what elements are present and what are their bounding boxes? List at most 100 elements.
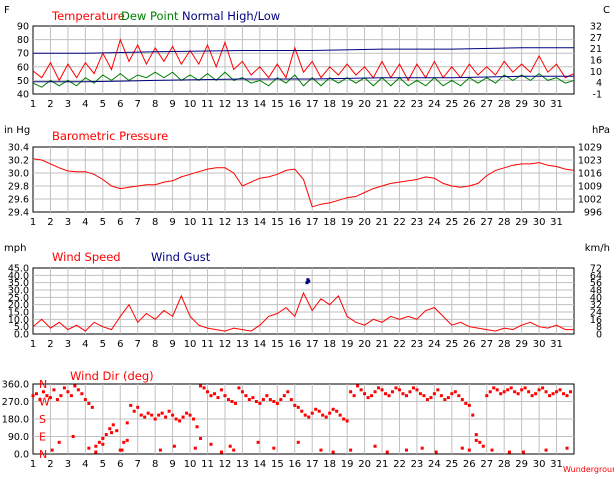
x-tick-label: 9 xyxy=(169,99,175,110)
x-tick-label: 29 xyxy=(515,339,528,350)
x-tick-label: 13 xyxy=(236,339,249,350)
wind-dir-point xyxy=(488,390,492,394)
wind-dir-point xyxy=(335,409,339,413)
x-tick-label: 13 xyxy=(236,459,249,470)
y-tick-label: 35.0 xyxy=(8,278,29,289)
x-tick-label: 16 xyxy=(288,99,301,110)
wind-dir-point xyxy=(34,392,38,396)
legend-entry: Normal High/Low xyxy=(182,9,280,23)
wind-dir-point xyxy=(57,440,61,444)
wind-dir-point xyxy=(41,390,45,394)
wind-dir-point xyxy=(565,446,569,450)
x-tick-label: 20 xyxy=(358,99,371,110)
wind-dir-point xyxy=(300,409,304,413)
x-tick-label: 25 xyxy=(445,459,458,470)
wind-dir-point xyxy=(349,448,353,452)
legend-entry: Wind Speed xyxy=(52,250,121,264)
x-tick-label: 23 xyxy=(411,339,424,350)
wind-dir-point xyxy=(537,388,541,392)
x-tick-label: 3 xyxy=(65,459,71,470)
x-tick-label: 1 xyxy=(30,459,36,470)
wind-dir-point xyxy=(199,384,203,388)
wind-dir-point xyxy=(146,411,150,415)
y-right-tick-label: -1 xyxy=(593,90,602,101)
x-tick-label: 19 xyxy=(341,217,354,228)
y-right-tick-label: 16 xyxy=(590,315,602,326)
wind-dir-point xyxy=(457,394,461,398)
x-tick-label: 30 xyxy=(533,459,546,470)
wind-dir-point xyxy=(317,409,321,413)
x-tick-label: 25 xyxy=(445,339,458,350)
y-tick-label: 25.0 xyxy=(8,293,29,304)
x-tick-label: 5 xyxy=(100,459,106,470)
wind-dir-point xyxy=(558,388,562,392)
wind-gust-point xyxy=(307,279,311,283)
wind-dir-point xyxy=(50,448,54,452)
y-right-tick-label: 24 xyxy=(590,308,602,319)
x-tick-label: 28 xyxy=(498,217,511,228)
wind-dir-point xyxy=(111,423,115,427)
x-tick-label: 22 xyxy=(393,459,406,470)
dew-point-line xyxy=(32,71,575,88)
x-tick-label: 16 xyxy=(288,459,301,470)
y-tick-label: 90 xyxy=(17,22,29,33)
wind-dir-point xyxy=(541,386,545,390)
wind-dir-point xyxy=(296,405,300,409)
wind-dir-point xyxy=(272,446,276,450)
y-right-tick-label: 32 xyxy=(590,22,602,33)
wind-dir-point xyxy=(321,413,325,417)
wind-dir-point xyxy=(66,390,70,394)
left-unit-label: in Hg xyxy=(4,125,30,136)
wind-dir-point xyxy=(467,403,471,407)
x-tick-label: 30 xyxy=(533,99,546,110)
x-tick-label: 31 xyxy=(550,339,563,350)
plot-frame xyxy=(32,25,575,95)
x-tick-label: 7 xyxy=(135,339,141,350)
left-unit-label: mph xyxy=(4,243,26,254)
left-unit-label: F xyxy=(4,5,10,16)
x-tick-label: 24 xyxy=(428,99,441,110)
wind-dir-point xyxy=(551,392,555,396)
wind-dir-point xyxy=(534,392,538,396)
y-tick-label: 30.2 xyxy=(8,156,29,167)
compass-label: W xyxy=(39,396,50,409)
x-tick-label: 15 xyxy=(271,217,284,228)
wind-dir-point xyxy=(90,405,94,409)
y-tick-label: 360.0 xyxy=(2,380,29,391)
wind-dir-point xyxy=(363,392,367,396)
x-tick-label: 16 xyxy=(288,339,301,350)
y-right-tick-label: 40 xyxy=(590,293,602,304)
x-tick-label: 20 xyxy=(358,217,371,228)
y-right-tick-label: 0 xyxy=(596,330,602,341)
x-tick-label: 20 xyxy=(358,339,371,350)
x-tick-label: 21 xyxy=(376,217,389,228)
x-tick-label: 23 xyxy=(411,217,424,228)
wind-dir-point xyxy=(443,398,447,402)
x-tick-label: 20 xyxy=(358,459,371,470)
wind-dir-point xyxy=(544,390,548,394)
y-right-tick-label: 1023 xyxy=(578,156,602,167)
x-tick-label: 21 xyxy=(376,459,389,470)
x-tick-label: 2 xyxy=(47,459,53,470)
x-tick-label: 9 xyxy=(169,459,175,470)
compass-label: E xyxy=(39,431,46,444)
wind-dir-point xyxy=(481,444,485,448)
wind-dir-point xyxy=(48,396,52,400)
x-tick-label: 24 xyxy=(428,339,441,350)
wind-dir-point xyxy=(314,407,318,411)
x-tick-label: 29 xyxy=(515,459,528,470)
wind-dir-point xyxy=(509,386,513,390)
x-tick-label: 27 xyxy=(480,99,493,110)
chart-panel-1: 1 2 3 4 5 6 7 8 9 10 11 12 13 14 15 16 17 18 19 20 21 22 23 24 2… xyxy=(4,5,610,110)
wind-dir-point xyxy=(474,433,478,437)
y-tick-label: 30.4 xyxy=(8,143,29,154)
legend-entry: Wind Dir (deg) xyxy=(70,369,154,383)
x-tick-label: 22 xyxy=(393,339,406,350)
wind-dir-point xyxy=(324,415,328,419)
wind-dir-point xyxy=(69,394,73,398)
plot-frame xyxy=(32,267,575,335)
y-tick-label: 70 xyxy=(17,49,29,60)
wind-dir-point xyxy=(380,388,384,392)
wind-dir-point xyxy=(377,386,381,390)
y-right-tick-label: 996 xyxy=(584,208,602,219)
